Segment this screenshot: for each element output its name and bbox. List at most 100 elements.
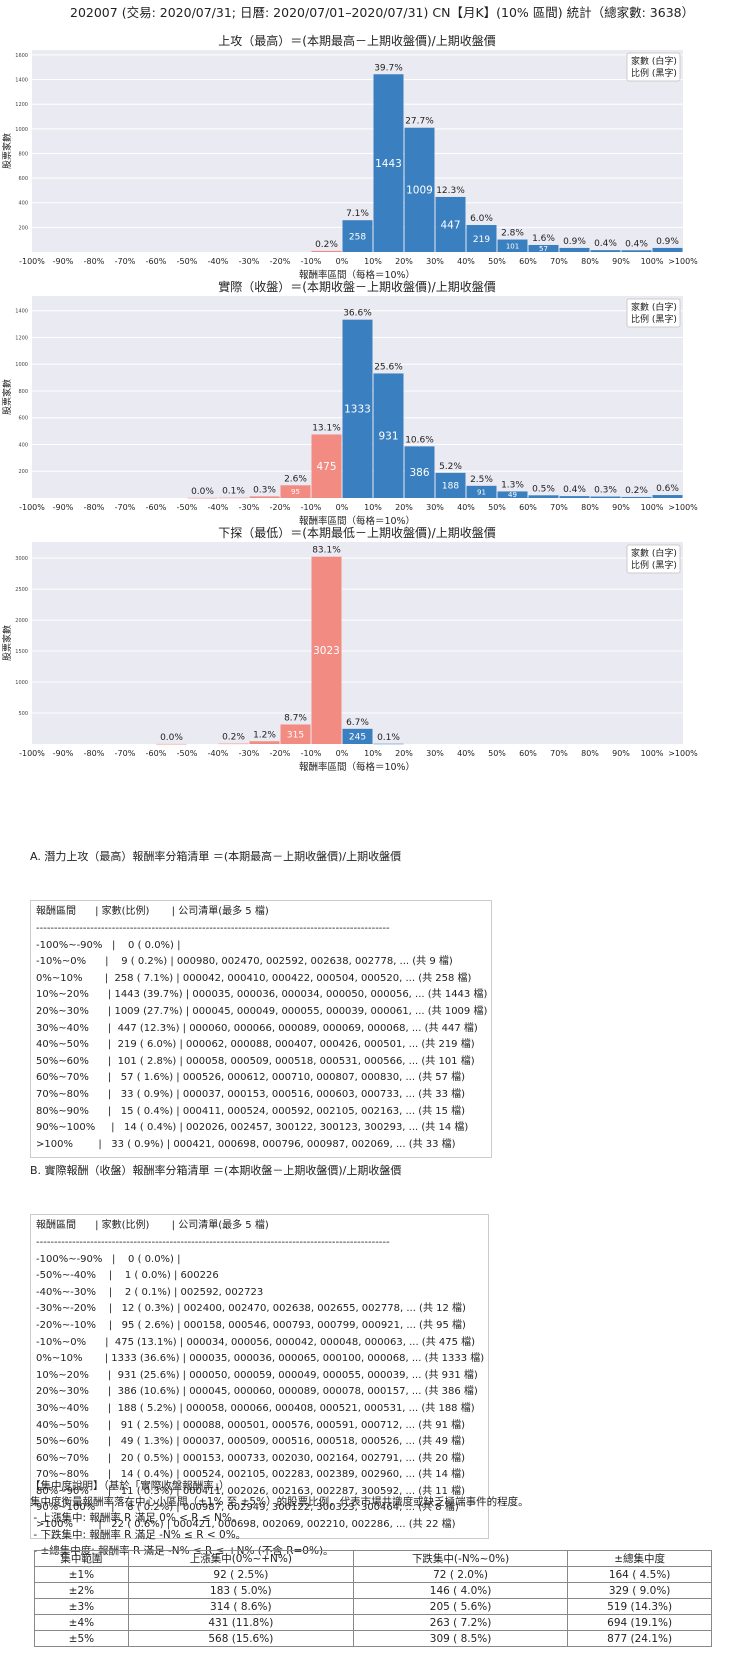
table-line: >100% | 22 ( 0.6%) | 000421, 000698, 002… — [36, 1519, 456, 1531]
bar-pct-label: 0.2% — [222, 733, 245, 743]
table-cell: 146 ( 4.0%) — [352, 1582, 569, 1599]
x-tick-label: -50% — [177, 503, 198, 512]
bar-pct-label: 1.3% — [501, 480, 524, 490]
x-tick-label: -30% — [239, 503, 260, 512]
concentration-note-line: - 下跌集中: 報酬率 R 滿足 -N% ≤ R < 0%。 — [30, 1528, 247, 1541]
bar-count-label: 49 — [508, 491, 517, 499]
x-tick-label: 60% — [519, 749, 537, 758]
chart-title: 實際（收盤）＝(本期收盤－上期收盤價)/上期收盤價 — [218, 279, 495, 294]
bar-pct-label: 5.2% — [439, 462, 462, 472]
bar-pct-label: 0.9% — [656, 237, 679, 247]
table-cell: 164 ( 4.5%) — [567, 1566, 712, 1583]
bar — [528, 244, 559, 252]
bar-pct-label: 0.4% — [625, 239, 648, 249]
bar — [528, 495, 559, 498]
table-line: 10%~20% | 931 (25.6%) | 000050, 000059, … — [36, 1369, 478, 1381]
x-tick-label: >100% — [668, 503, 698, 512]
y-tick-label: 200 — [18, 469, 28, 475]
table-line: 70%~80% | 33 ( 0.9%) | 000037, 000153, 0… — [36, 1088, 466, 1100]
table-line: -40%~-30% | 2 ( 0.1%) | 002592, 002723 — [36, 1286, 264, 1298]
y-tick-label: 800 — [18, 389, 28, 395]
legend-entry: 比例 (黑字) — [631, 559, 677, 571]
bar — [621, 496, 652, 498]
table-line: ----------------------------------------… — [36, 1236, 390, 1248]
bar-pct-label: 2.6% — [284, 474, 307, 484]
x-tick-label: -40% — [208, 749, 229, 758]
x-tick-label: >100% — [668, 749, 698, 758]
x-axis-label: 報酬率區間（每格＝10%） — [299, 269, 415, 280]
x-tick-label: 30% — [426, 749, 444, 758]
x-tick-label: 40% — [457, 749, 475, 758]
x-tick-label: -70% — [115, 257, 136, 266]
bar-pct-label: 0.6% — [656, 484, 679, 494]
x-tick-label: 70% — [550, 257, 568, 266]
table-header-row: 集中範圍 上漲集中(0%~+N%) 下跌集中(-N%~0%) ±總集中度 — [34, 1550, 712, 1567]
x-tick-label: 60% — [519, 503, 537, 512]
bar-pct-label: 0.3% — [253, 485, 276, 495]
y-tick-label: 400 — [18, 201, 28, 207]
bar-pct-label: 83.1% — [312, 546, 341, 556]
table-header-cell: 下跌集中(-N%~0%) — [352, 1550, 569, 1567]
x-tick-label: 50% — [488, 503, 506, 512]
legend: 家數 (白字)比例 (黑字) — [626, 52, 681, 82]
table-header-cell: ±總集中度 — [567, 1550, 712, 1567]
bar-count-label: 245 — [349, 733, 366, 743]
x-tick-label: 10% — [364, 257, 382, 266]
x-tick-label: -30% — [239, 749, 260, 758]
table-line: -10%~0% | 9 ( 0.2%) | 000980, 002470, 00… — [36, 956, 453, 968]
x-tick-label: -60% — [146, 749, 167, 758]
y-tick-label: 1600 — [15, 53, 28, 59]
legend: 家數 (白字)比例 (黑字) — [626, 544, 681, 574]
bar-pct-label: 0.0% — [160, 733, 183, 743]
table-cell: 263 ( 7.2%) — [352, 1614, 569, 1631]
y-tick-label: 600 — [18, 416, 28, 422]
chart-high-return: 上攻（最高）＝(本期最高－上期收盤價)/上期收盤價 200 400 600 800 100… — [1, 33, 698, 280]
table-line: 90%~100% | 8 ( 0.2%) | 000987, 002949, 3… — [36, 1502, 459, 1514]
table-line: -50%~-40% | 1 ( 0.0%) | 600226 — [36, 1270, 219, 1282]
bar-count-label: 447 — [440, 219, 460, 231]
bar-pct-label: 1.6% — [532, 234, 555, 244]
bar-pct-label: 0.3% — [594, 486, 617, 496]
table-box: 報酬區間 | 家數(比例) | 公司清單(最多 5 檔) ------------… — [30, 1214, 490, 1539]
y-tick-label: 1000 — [15, 680, 28, 686]
table-line: 30%~40% | 447 (12.3%) | 000060, 000066, … — [36, 1022, 478, 1034]
bar-pct-label: 0.5% — [532, 484, 555, 494]
table-line: -100%~-90% | 0 ( 0.0%) | — [36, 1253, 181, 1265]
table-cell: 568 (15.6%) — [127, 1630, 354, 1647]
concentration-notes: 【集中度說明】（基於「實際收盤報酬率」） 集中度衡量報酬率落在中心小區間（±1% … — [30, 1478, 529, 1559]
bar-count-label: 931 — [378, 431, 398, 443]
x-tick-label: -70% — [115, 749, 136, 758]
x-tick-label: 90% — [612, 749, 630, 758]
bar-pct-label: 0.1% — [222, 487, 245, 497]
bar — [187, 497, 218, 499]
bar-pct-label: 36.6% — [343, 309, 372, 319]
x-tick-label: 0% — [336, 503, 349, 512]
table-cell: 431 (11.8%) — [127, 1614, 354, 1631]
x-tick-label: 20% — [395, 257, 413, 266]
legend-entry: 比例 (黑字) — [631, 67, 677, 79]
bar — [559, 496, 590, 498]
table-header-cell: 集中範圍 — [34, 1550, 129, 1567]
table-high-bins: A. 潛力上攻（最高）報酬率分箱清單 ＝(本期最高－上期收盤價)/上期收盤價 報… — [30, 816, 493, 1175]
bar-pct-label: 1.2% — [253, 730, 276, 740]
y-tick-label: 1400 — [15, 309, 28, 315]
y-tick-label: 1200 — [15, 102, 28, 108]
table-cell: 72 ( 2.0%) — [352, 1566, 569, 1583]
bar-pct-label: 25.6% — [374, 362, 403, 372]
bar — [342, 319, 373, 498]
y-tick-label: 200 — [18, 225, 28, 231]
x-axis-label: 報酬率區間（每格＝10%） — [299, 761, 415, 772]
x-tick-label: 20% — [395, 749, 413, 758]
bar — [373, 373, 404, 498]
table-line: 90%~100% | 14 ( 0.4%) | 002026, 002457, … — [36, 1122, 469, 1134]
x-tick-label: -10% — [301, 257, 322, 266]
table-row: ±4% 431 (11.8%) 263 ( 7.2%) 694 (19.1%) — [34, 1614, 712, 1631]
x-tick-label: 70% — [550, 503, 568, 512]
bar — [497, 239, 528, 252]
x-tick-label: -100% — [19, 749, 45, 758]
table-row: ±2% 183 ( 5.0%) 146 ( 4.0%) 329 ( 9.0%) — [34, 1582, 712, 1599]
page-title: 202007 (交易: 2020/07/31; 日曆: 2020/07/01–2… — [70, 5, 695, 20]
table-title: B. 實際報酬（收盤）報酬率分箱清單 ＝(本期收盤－上期收盤價)/上期收盤價 — [30, 1164, 402, 1178]
bar-pct-label: 0.1% — [377, 733, 400, 743]
x-tick-label: -10% — [301, 503, 322, 512]
